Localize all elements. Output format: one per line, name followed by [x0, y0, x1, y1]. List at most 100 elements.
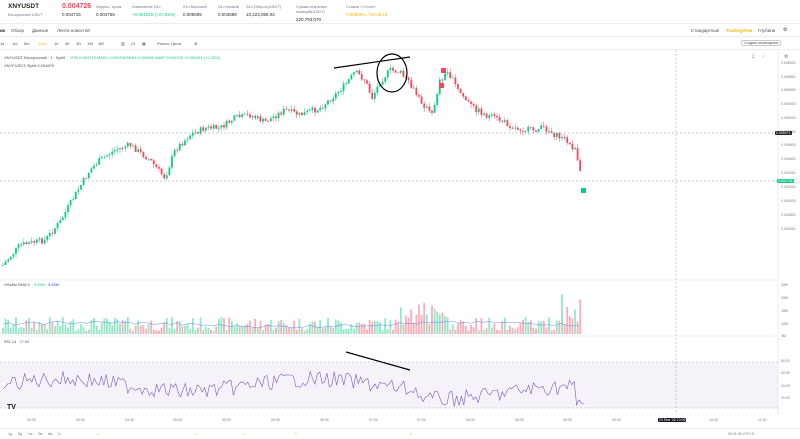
range-1y[interactable]: 1г: [58, 432, 62, 436]
interval-4h[interactable]: 4h: [65, 41, 70, 46]
volume-bar: [360, 323, 363, 334]
interval-1m-month[interactable]: 1M: [98, 41, 104, 46]
tab-standard[interactable]: Стандартный: [691, 28, 720, 33]
volume-bar: [41, 324, 43, 334]
volume-bar: [225, 330, 228, 334]
volume-bar: [386, 329, 389, 334]
tab-tradingview[interactable]: TradingView: [726, 28, 753, 33]
candle-body: [303, 112, 306, 116]
volume-bar: [542, 320, 545, 334]
volume-bar: [441, 312, 444, 334]
candle-body: [56, 223, 59, 229]
chart-tabs: ик Обзор Данные Лента новостей Стандартн…: [0, 25, 800, 37]
stat-index-price: Индекс. Цена 0.004759: [96, 4, 122, 17]
candle-body: [85, 178, 88, 179]
tab-depth[interactable]: Глубина: [758, 28, 776, 33]
volume-bar: [493, 323, 496, 334]
volume-bar: [433, 308, 436, 334]
candle-body: [217, 127, 220, 129]
time-tick: 05:30: [222, 418, 231, 422]
volume-bar: [298, 318, 301, 334]
interval-1d[interactable]: 1D: [76, 41, 82, 46]
candle-body: [7, 259, 10, 262]
create-alert-button[interactable]: Создать оповещение: [741, 40, 782, 46]
volume-bar: [4, 318, 7, 334]
candle-body: [12, 253, 15, 257]
volume-bar: [163, 322, 166, 334]
volume-bar: [475, 318, 478, 334]
time-tick: 05:00: [173, 418, 182, 422]
volume-bar: [347, 328, 350, 334]
tab-news[interactable]: Лента новостей: [57, 28, 90, 33]
arrow-down-icon[interactable]: ↓: [762, 53, 765, 59]
last-price: 0.004726: [62, 3, 92, 10]
volume-bar: [199, 317, 202, 334]
volume-bar: [197, 327, 199, 334]
interval-1m[interactable]: 1m: [12, 41, 18, 46]
download-icon[interactable]: ⤓: [752, 53, 755, 59]
interval-1h[interactable]: 1h: [54, 41, 59, 46]
candle-body: [459, 88, 462, 94]
volume-bar: [457, 323, 459, 334]
candle-body: [168, 167, 171, 176]
session-marker-1: x: [97, 432, 99, 436]
candle-body: [399, 70, 402, 73]
interval-15m[interactable]: 15m: [38, 41, 46, 46]
volume-bar: [334, 319, 337, 334]
candle-body: [59, 220, 62, 224]
volume-bar: [7, 320, 10, 334]
volume-bar: [171, 317, 173, 334]
price-type-select[interactable]: Рыноч. Цена: [157, 41, 181, 46]
candle-body: [152, 160, 155, 165]
candle-type-icon[interactable]: ▥: [121, 41, 125, 46]
volume-bar: [342, 329, 345, 334]
candle-body: [293, 109, 296, 112]
volume-bar: [145, 328, 147, 334]
volume-bar: [215, 326, 218, 334]
volume-bar: [444, 315, 446, 334]
tab-chart-cut[interactable]: ик: [0, 28, 6, 33]
range-6m[interactable]: 6м: [48, 432, 53, 436]
tradingview-logo: TV: [7, 404, 16, 411]
volume-bar: [415, 314, 418, 334]
volume-bar: [537, 321, 540, 334]
candle-body: [254, 116, 257, 119]
candle-body: [347, 79, 350, 84]
settings-icon[interactable]: ⚙: [783, 27, 788, 33]
volume-bar: [152, 329, 155, 334]
candle-body: [457, 84, 459, 89]
indicators-icon[interactable]: ƒx: [131, 41, 136, 46]
volume-bar: [139, 325, 142, 334]
price-tick: 0.004000: [781, 199, 796, 203]
volume-bar: [80, 324, 82, 334]
candle-body: [103, 156, 106, 158]
chart-toolbar: 1s 1m 5m 15m 1h 4h 1D 1W 1M ▥ ƒx ▦ Рыноч…: [0, 38, 800, 50]
tab-data[interactable]: Данные: [32, 28, 49, 33]
time-tick: 10:30: [709, 418, 718, 422]
volume-bar: [277, 321, 280, 334]
range-1m[interactable]: 1м: [28, 432, 33, 436]
stat-low-24h: 24ч Низкий 0.003688: [218, 4, 239, 17]
range-5d[interactable]: 5д: [18, 432, 22, 436]
interval-1w[interactable]: 1W: [87, 41, 93, 46]
candle-body: [267, 121, 270, 122]
candle-body: [93, 165, 95, 169]
chart-settings-icon[interactable]: ⚙: [784, 54, 789, 60]
interval-1s[interactable]: 1s: [0, 41, 5, 46]
candle-body: [337, 91, 340, 94]
range-1d[interactable]: 1д: [8, 432, 12, 436]
range-3m[interactable]: 3м: [38, 432, 43, 436]
more-icon[interactable]: ⊕: [194, 41, 198, 46]
volume-bar: [308, 324, 311, 334]
session-marker-2: x: [195, 432, 197, 436]
tab-overview[interactable]: Обзор: [11, 28, 24, 33]
symbol-name[interactable]: XNYUSDT: [8, 3, 40, 10]
volume-bar: [116, 319, 119, 334]
interval-5m[interactable]: 5m: [24, 41, 30, 46]
volume-bar: [137, 320, 140, 334]
volume-bar: [61, 317, 64, 334]
candle-body: [537, 128, 540, 132]
layout-icon[interactable]: ▦: [142, 41, 146, 46]
candle-body: [35, 239, 38, 243]
